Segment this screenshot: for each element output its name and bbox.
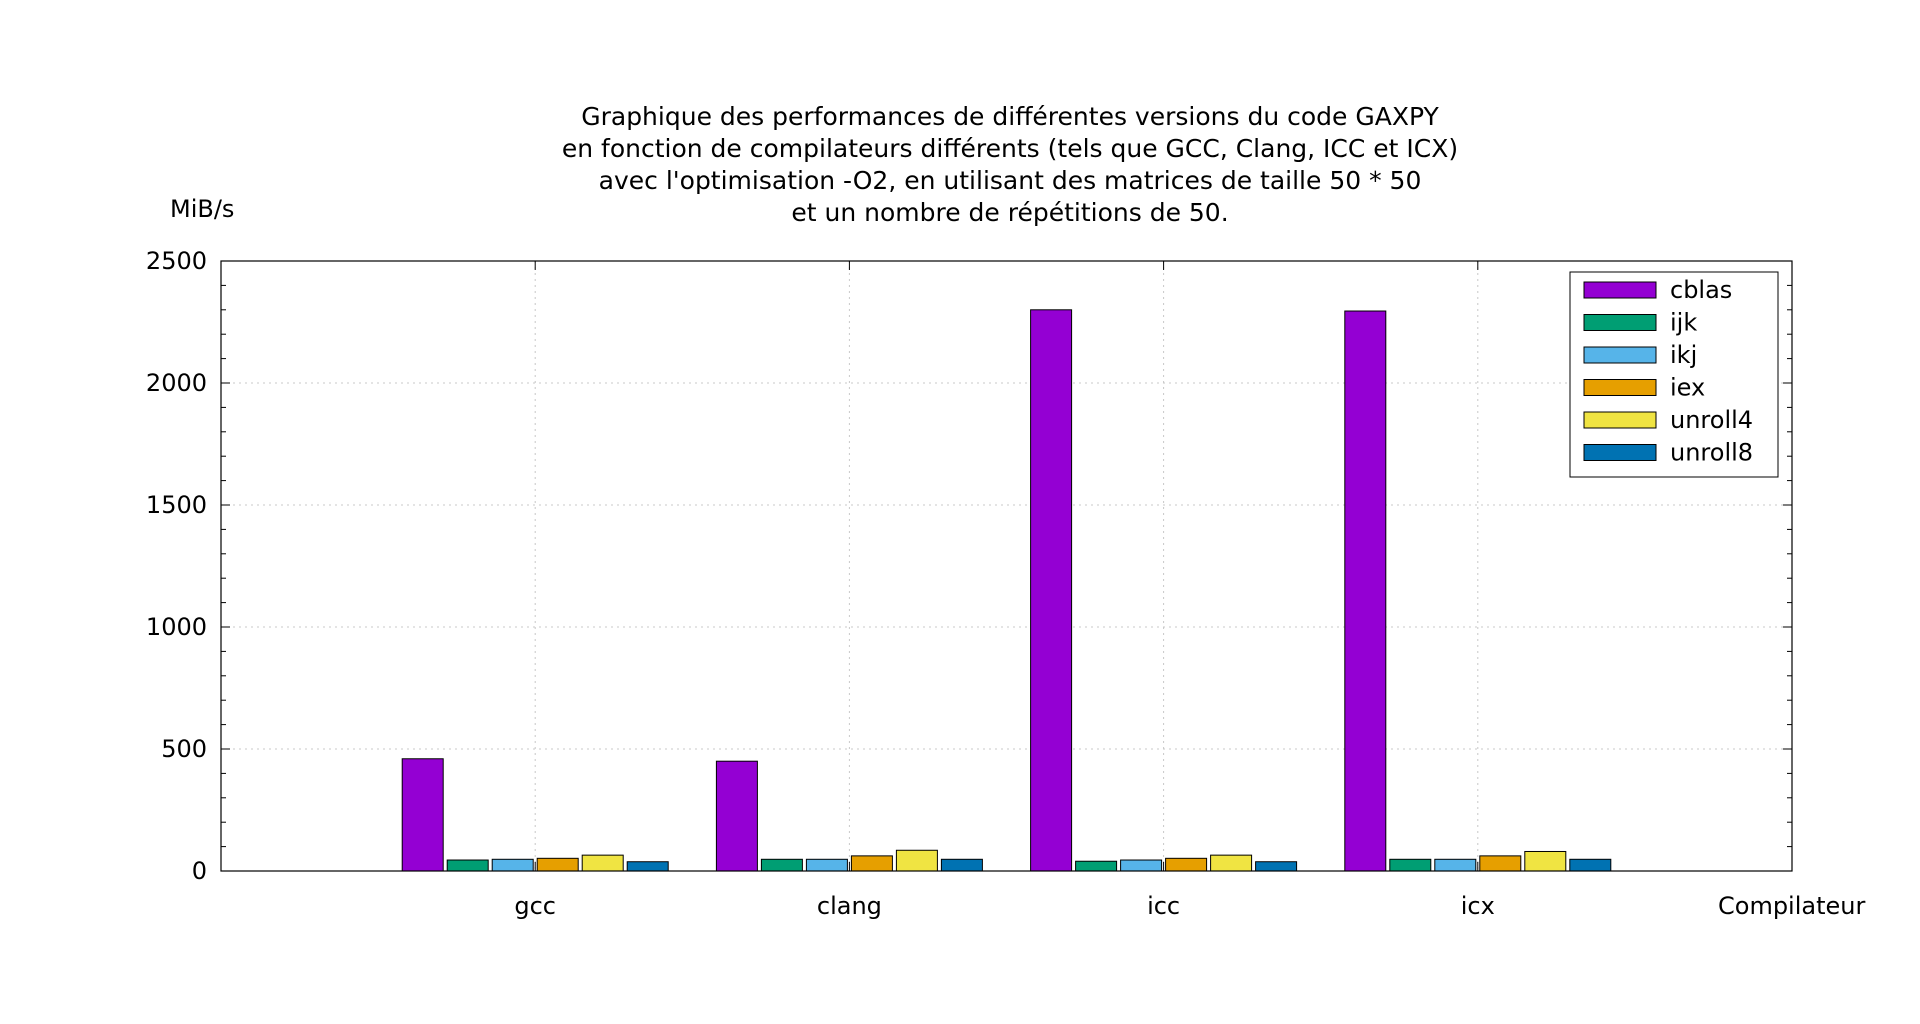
legend-swatch-iex	[1583, 379, 1657, 396]
legend-label-unroll4: unroll4	[1670, 406, 1753, 434]
bar-iex-icx	[1479, 855, 1522, 872]
bar-cblas-icx	[1344, 310, 1387, 872]
grid	[221, 261, 1792, 871]
x-tick-label: icx	[1461, 892, 1495, 920]
bar-iex-icc	[1165, 857, 1208, 872]
bar-ikj-clang	[805, 858, 848, 872]
x-tick-label: icc	[1147, 892, 1180, 920]
legend-swatch-cblas	[1583, 281, 1657, 299]
legend: cblas ijk ikj iex unroll4 unroll8	[1569, 271, 1779, 478]
chart-title-line-2: en fonction de compilateurs différents (…	[562, 134, 1458, 163]
legend-swatch-unroll4	[1583, 411, 1657, 429]
bar-unroll8-gcc	[626, 861, 669, 872]
bar-unroll8-clang	[940, 858, 983, 872]
legend-swatch-unroll8	[1583, 444, 1657, 461]
chart-title-line-4: et un nombre de répétitions de 50.	[791, 198, 1228, 227]
y-axis-label: MiB/s	[170, 195, 234, 223]
plot-frame	[220, 260, 1793, 872]
bar-cblas-gcc	[401, 758, 444, 872]
chart-title-line-3: avec l'optimisation -O2, en utilisant de…	[599, 166, 1422, 195]
y-tick-label: 2000	[146, 369, 207, 397]
legend-box	[1569, 271, 1779, 478]
x-axis-label: Compilateur	[1718, 892, 1865, 920]
bar-ijk-icx	[1389, 858, 1432, 872]
bar-ijk-icc	[1075, 860, 1118, 872]
legend-swatch-ijk	[1583, 314, 1657, 331]
bar-ijk-gcc	[446, 859, 489, 872]
legend-label-iex: iex	[1670, 374, 1705, 402]
bar-cblas-icc	[1030, 309, 1073, 872]
y-tick-label: 500	[161, 735, 207, 763]
bar-ijk-clang	[760, 858, 803, 872]
bar-unroll4-gcc	[581, 854, 624, 872]
legend-label-unroll8: unroll8	[1670, 439, 1753, 467]
bar-iex-gcc	[536, 857, 579, 872]
bars	[401, 309, 1612, 872]
y-tick-label: 1000	[146, 613, 207, 641]
bar-ikj-icc	[1120, 859, 1163, 872]
bar-cblas-clang	[715, 760, 758, 872]
chart-title: Graphique des performances de différente…	[562, 102, 1458, 227]
y-tick-label: 2500	[146, 247, 207, 275]
x-tick-label: gcc	[514, 892, 556, 920]
legend-label-cblas: cblas	[1670, 276, 1732, 304]
bar-iex-clang	[850, 855, 893, 872]
bar-ikj-gcc	[491, 858, 534, 872]
bar-unroll4-icc	[1210, 854, 1253, 872]
legend-swatch-ikj	[1583, 346, 1657, 364]
bar-ikj-icx	[1434, 858, 1477, 872]
x-tick-label: clang	[817, 892, 882, 920]
bar-unroll4-clang	[895, 849, 938, 872]
y-tick-label: 0	[192, 857, 207, 885]
bar-unroll4-icx	[1524, 850, 1567, 872]
axes: 0 500 1000 1500 2000 2500 gcc clang icc icx	[146, 247, 1793, 920]
chart-title-line-1: Graphique des performances de différente…	[581, 102, 1439, 131]
y-tick-label: 1500	[146, 491, 207, 519]
bar-unroll8-icx	[1569, 858, 1612, 872]
legend-label-ijk: ijk	[1670, 309, 1697, 337]
legend-label-ikj: ikj	[1670, 341, 1697, 369]
bar-unroll8-icc	[1255, 861, 1298, 872]
